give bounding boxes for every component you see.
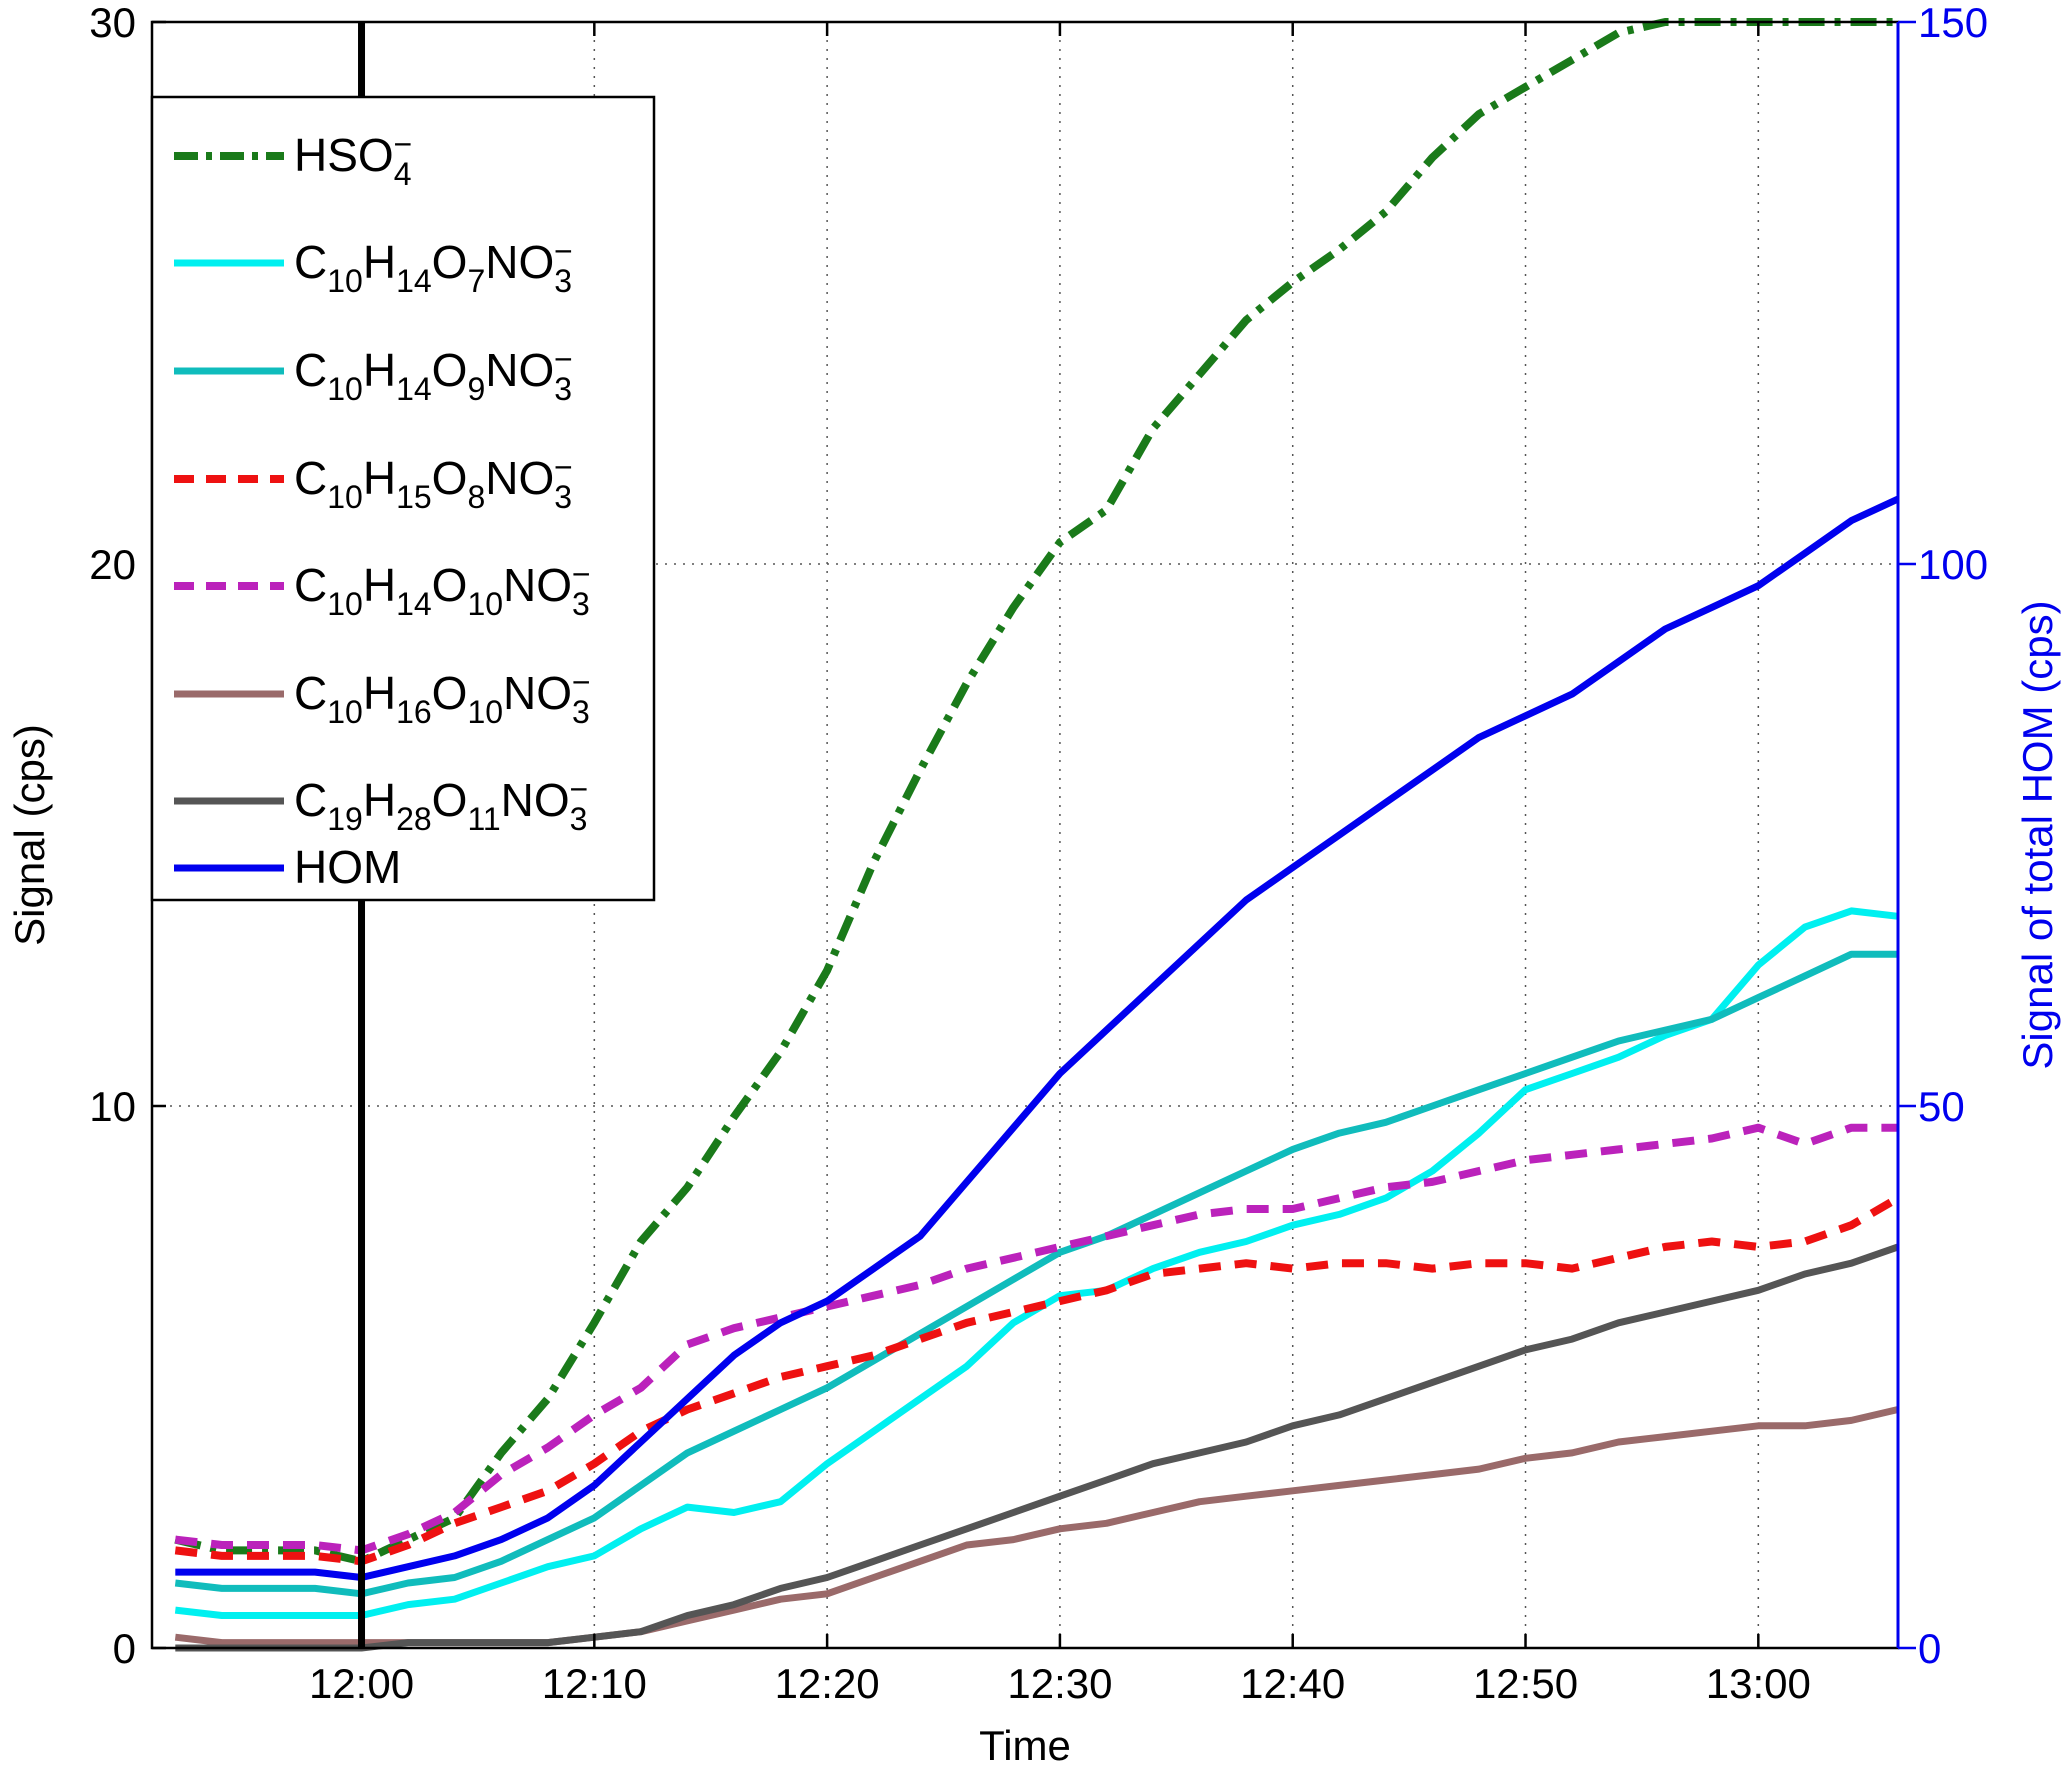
x-tick-label: 12:10 [542,1660,647,1707]
legend-label-part: O [432,667,468,719]
legend-label-part: NO [503,559,572,611]
series-line-2 [174,950,1898,1598]
legend-label-part: O [432,774,468,826]
y-tick-label: 20 [89,541,136,588]
legend-label-part: C [294,452,327,504]
y-tick-label: 10 [89,1083,136,1130]
legend-label: C19H28O11NO3− [294,771,588,837]
legend-label-part: 3 [572,694,590,730]
legend-label-part: C [294,667,327,719]
legend-label-part: H [363,452,396,504]
x-tick-label: 12:40 [1240,1660,1345,1707]
legend-label-part: 10 [327,694,363,730]
series-line-4 [174,1123,1898,1555]
legend-label-part: NO [485,344,554,396]
legend-label-part: 10 [467,694,503,730]
legend-label: C10H15O8NO3− [294,449,573,515]
legend-label-part: − [569,771,588,807]
legend-label-part: O [432,559,468,611]
x-tick-label: 13:00 [1706,1660,1811,1707]
legend-label-part: C [294,774,327,826]
legend-label-part: 28 [396,801,432,837]
legend-label-part: − [554,233,573,269]
legend-label-part: C [294,559,327,611]
x-tick-label: 12:50 [1473,1660,1578,1707]
y-tick-label: 30 [89,0,136,46]
series-line-3 [174,1194,1901,1566]
series-layer [174,18,1901,1652]
legend-label-part: 14 [396,371,432,407]
legend-label-part: 3 [554,263,572,299]
legend-label-part: 3 [554,371,572,407]
legend-label-part: H [363,559,396,611]
legend-label-part: 10 [327,586,363,622]
right-y-tick-label: 150 [1918,0,1988,46]
legend-label-part: 10 [467,586,503,622]
legend-label-part: 10 [327,263,363,299]
legend-label-part: NO [503,667,572,719]
legend: HSO4−C10H14O7NO3−C10H14O9NO3−C10H15O8NO3… [150,95,656,902]
x-axis-label: Time [979,1722,1071,1769]
legend-label-part: 10 [327,479,363,515]
legend-box [150,95,656,902]
legend-label-part: H [363,344,396,396]
legend-label-part: NO [485,452,554,504]
legend-label-part: 9 [467,371,485,407]
legend-label: C10H14O7NO3− [294,233,573,299]
legend-label: C10H14O10NO3− [294,556,591,622]
series-line-7 [175,495,1900,1581]
x-tick-label: 12:30 [1007,1660,1112,1707]
legend-label-part: NO [501,774,570,826]
legend-label-part: O [432,236,468,288]
right-y-tick-label: 50 [1918,1083,1965,1130]
legend-label-part: H [363,236,396,288]
legend-label-part: H [363,774,396,826]
x-tick-label: 12:20 [775,1660,880,1707]
x-tick-label: 12:00 [309,1660,414,1707]
legend-label-part: 14 [396,586,432,622]
legend-label: C10H16O10NO3− [294,664,591,730]
right-y-axis-label: Signal of total HOM (cps) [2014,600,2061,1069]
legend-label-part: HOM [294,841,401,893]
legend-label-part: NO [485,236,554,288]
legend-label-part: 3 [570,801,588,837]
legend-label-part: 16 [396,694,432,730]
legend-label-part: 7 [467,263,485,299]
legend-label-part: − [572,556,591,592]
legend-label-part: − [572,664,591,700]
legend-label: HSO4− [294,126,412,192]
legend-label-part: − [393,126,412,162]
legend-label-part: 15 [396,479,432,515]
legend-label-part: 3 [554,479,572,515]
y-axis-label: Signal (cps) [6,724,53,946]
y-tick-label: 0 [113,1625,136,1672]
legend-label-part: 8 [467,479,485,515]
legend-label-part: 10 [327,371,363,407]
legend-label-part: 4 [394,156,412,192]
legend-label-part: 11 [467,801,500,837]
legend-label-part: O [432,452,468,504]
legend-label-part: − [554,341,573,377]
legend-label-part: 14 [396,263,432,299]
legend-label-part: O [432,344,468,396]
ticks-layer: 12:00 12:10 12:20 12:30 12:40 12:50 13:00 0 10 20… [89,0,1988,1707]
legend-label: HOM [294,841,401,893]
legend-label: C10H14O9NO3− [294,341,573,407]
legend-label-part: H [363,667,396,719]
series-line-6 [175,1243,1900,1652]
legend-label-part: 19 [327,801,363,837]
series-line-0 [174,18,1898,1566]
right-y-tick-label: 100 [1918,541,1988,588]
right-y-tick-label: 0 [1918,1625,1941,1672]
legend-label-part: − [554,449,573,485]
legend-label-part: C [294,236,327,288]
legend-label-part: C [294,344,327,396]
legend-label-part: 3 [572,586,590,622]
legend-label-part: HSO [294,129,394,181]
